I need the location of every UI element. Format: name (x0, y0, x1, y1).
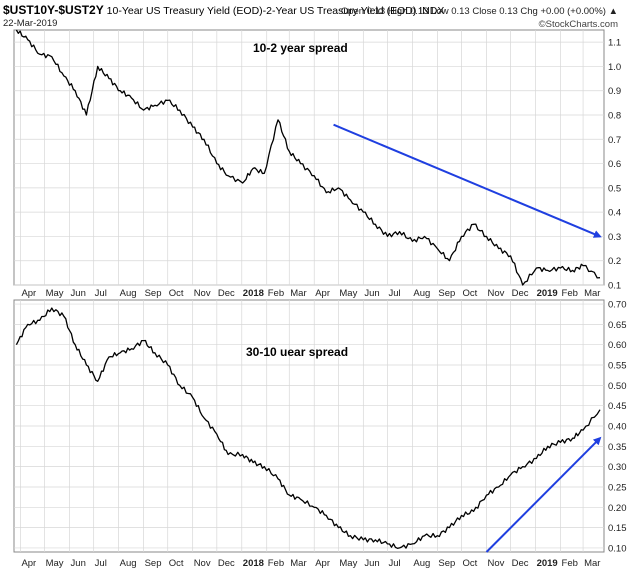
x-tick-label: Nov (487, 288, 504, 299)
x-tick-label: May (339, 558, 357, 569)
x-tick-label: Nov (487, 558, 504, 569)
x-tick-label: 2018 (243, 288, 264, 299)
x-tick-label: Mar (584, 558, 600, 569)
x-tick-label: Oct (463, 558, 478, 569)
watermark: ©StockCharts.com (538, 19, 618, 30)
x-tick-label: Jul (388, 558, 400, 569)
trend-arrow (485, 436, 602, 553)
x-tick-label: Jun (71, 558, 86, 569)
x-tick-label: Oct (169, 288, 184, 299)
y-tick-label: 0.1 (608, 281, 621, 292)
y-tick-label: 0.35 (608, 442, 627, 453)
x-tick-label: Feb (562, 288, 578, 299)
x-tick-label: Apr (315, 558, 330, 569)
x-tick-label: Sep (145, 288, 162, 299)
series-line (15, 29, 601, 286)
panel-30-10-spread: 0.70 0.65 0.60 0.55 0.50 0.45 0.40 0.35 0.30 0.25… (13, 299, 627, 569)
y-tick-label: 0.2 (608, 256, 621, 267)
chart-description: 10-Year US Treasury Yield (EOD)-2-Year U… (106, 5, 445, 17)
y-tick-label: 1.0 (608, 62, 621, 73)
y-tick-label: 0.4 (608, 208, 621, 219)
y-tick-label: 0.15 (608, 523, 627, 534)
y-tick-label: 0.3 (608, 232, 621, 243)
x-tick-label: Jul (95, 288, 107, 299)
x-tick-label: Feb (268, 288, 284, 299)
x-tick-label: Sep (438, 288, 455, 299)
x-tick-label: Dec (512, 558, 529, 569)
x-tick-label: Jun (364, 558, 379, 569)
x-tick-label: Sep (145, 558, 162, 569)
panel-title: 10-2 year spread (253, 41, 348, 55)
x-tick-label: Mar (584, 288, 600, 299)
x-tick-label: Aug (120, 288, 137, 299)
y-tick-label: 0.5 (608, 183, 621, 194)
x-tick-label: May (339, 288, 357, 299)
x-tick-label: Feb (268, 558, 284, 569)
x-tick-label: Aug (413, 288, 430, 299)
panel-10-2-spread: 1.1 1.0 0.9 0.8 0.7 0.6 0.5 0.4 0.3 0.2 0.1 Apr May J… (13, 29, 621, 299)
y-tick-label: 0.65 (608, 320, 627, 331)
ohlc-summary: Open 0.13 High 0.13 Low 0.13 Close 0.13 … (340, 6, 618, 17)
y-tick-label: 0.9 (608, 86, 621, 97)
y-tick-label: 0.70 (608, 300, 627, 311)
y-tick-label: 0.50 (608, 381, 627, 392)
y-tick-label: 0.40 (608, 422, 627, 433)
plot-frame (13, 29, 605, 286)
x-tick-label: Jun (71, 288, 86, 299)
x-tick-label: Sep (438, 558, 455, 569)
y-tick-label: 0.30 (608, 462, 627, 473)
x-tick-label: May (46, 558, 64, 569)
x-tick-label: Feb (562, 558, 578, 569)
y-tick-label: 0.8 (608, 111, 621, 122)
x-tick-label: Jul (388, 288, 400, 299)
x-tick-label: Jun (364, 288, 379, 299)
panel-title: 30-10 uear spread (246, 345, 348, 359)
x-tick-label: Dec (512, 288, 529, 299)
x-tick-label: Jul (95, 558, 107, 569)
x-tick-label: Nov (194, 558, 211, 569)
x-tick-label: Dec (218, 558, 235, 569)
y-tick-label: 0.7 (608, 135, 621, 146)
x-tick-label: Mar (290, 558, 306, 569)
x-tick-label: Nov (194, 288, 211, 299)
x-tick-label: May (46, 288, 64, 299)
y-tick-label: 0.45 (608, 401, 627, 412)
y-tick-label: 0.25 (608, 482, 627, 493)
y-tick-label: 0.60 (608, 340, 627, 351)
x-tick-label: Apr (315, 288, 330, 299)
x-tick-label: Dec (218, 288, 235, 299)
x-tick-label: 2018 (243, 558, 264, 569)
x-tick-label: Apr (21, 558, 36, 569)
x-tick-label: 2019 (537, 558, 558, 569)
y-tick-label: 1.1 (608, 38, 621, 49)
y-tick-label: 0.20 (608, 503, 627, 514)
chart-symbol: $UST10Y-$UST2Y (3, 3, 104, 17)
x-tick-label: Mar (290, 288, 306, 299)
series-line (15, 307, 601, 549)
x-tick-label: Aug (413, 558, 430, 569)
y-tick-label: 0.55 (608, 361, 627, 372)
x-tick-label: Apr (21, 288, 36, 299)
y-tick-label: 0.6 (608, 159, 621, 170)
x-tick-label: Oct (463, 288, 478, 299)
x-tick-label: 2019 (537, 288, 558, 299)
y-tick-label: 0.10 (608, 543, 627, 554)
trend-arrow (333, 123, 602, 238)
x-tick-label: Aug (120, 558, 137, 569)
x-tick-label: Oct (169, 558, 184, 569)
chart-date: 22-Mar-2019 (3, 18, 58, 29)
